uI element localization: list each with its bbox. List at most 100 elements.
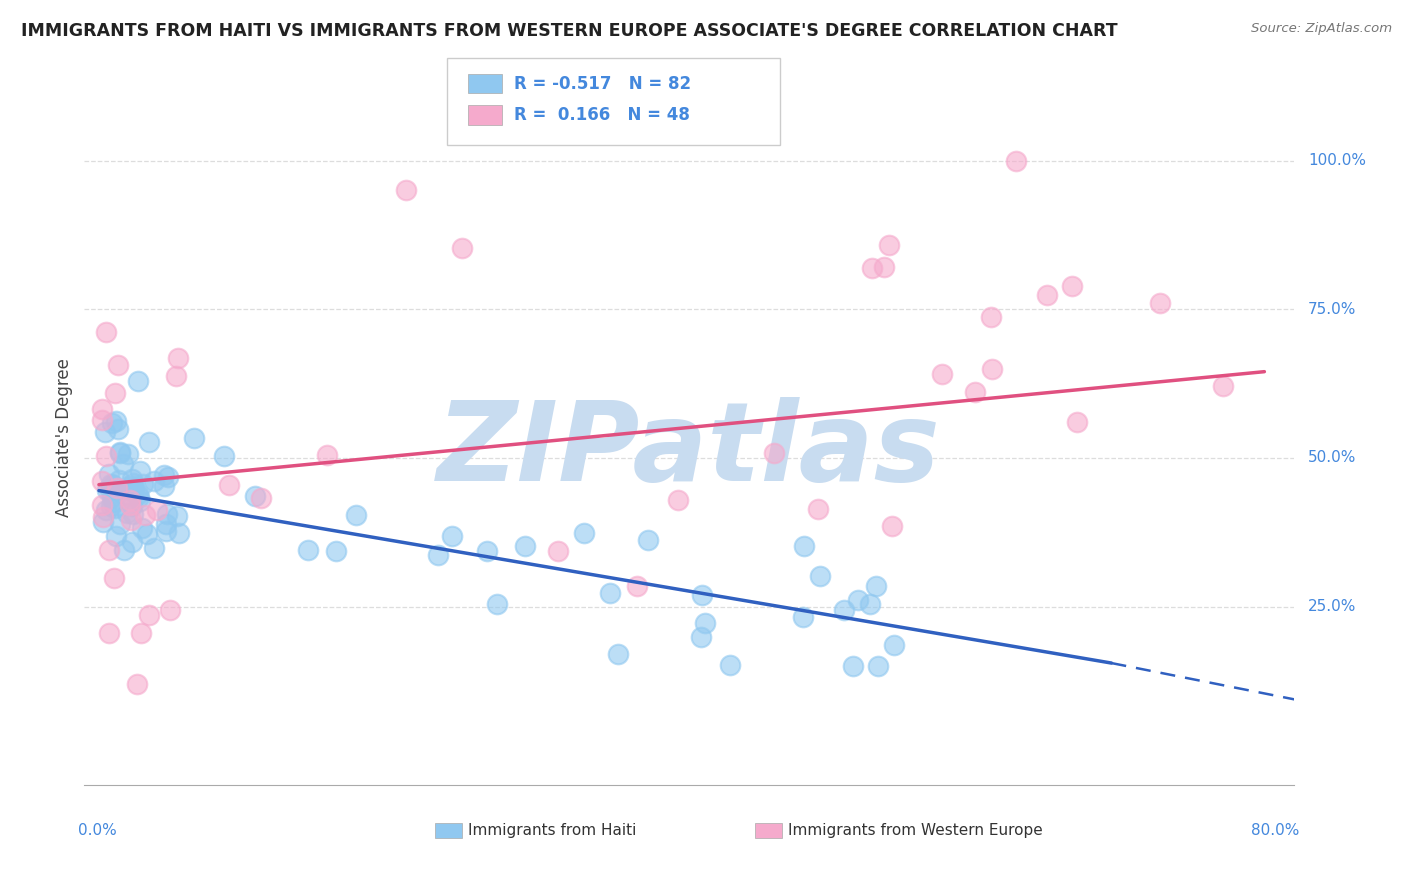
Point <box>93 516 115 530</box>
Point <box>626 579 648 593</box>
Point <box>153 479 176 493</box>
Point <box>107 422 129 436</box>
Point <box>104 386 127 401</box>
Point <box>90 413 112 427</box>
Text: R = -0.517   N = 82: R = -0.517 N = 82 <box>513 75 690 93</box>
Point <box>138 434 160 449</box>
Point <box>101 490 124 504</box>
Point <box>135 526 157 541</box>
Point <box>762 446 785 460</box>
Point <box>834 603 856 617</box>
Point <box>128 491 150 505</box>
Bar <box>468 74 502 94</box>
Point <box>1062 278 1084 293</box>
Point <box>1149 296 1171 310</box>
Point <box>931 367 953 381</box>
Point <box>108 445 131 459</box>
Point <box>157 470 180 484</box>
Point <box>792 610 814 624</box>
Text: 0.0%: 0.0% <box>79 823 117 838</box>
Point <box>100 477 122 491</box>
Point <box>103 571 125 585</box>
Point <box>108 483 131 498</box>
Point <box>1004 153 1026 168</box>
Point <box>120 513 142 527</box>
Point <box>153 467 176 482</box>
Point <box>131 521 153 535</box>
Text: ZIPatlas: ZIPatlas <box>437 398 941 505</box>
Point <box>122 476 145 491</box>
Point <box>107 358 129 372</box>
Point <box>98 483 121 497</box>
Text: Immigrants from Haiti: Immigrants from Haiti <box>468 822 636 838</box>
Point <box>94 425 117 439</box>
Point <box>112 457 135 471</box>
Point <box>121 472 143 486</box>
Point <box>980 362 1002 376</box>
Point <box>547 543 569 558</box>
Point <box>122 482 145 496</box>
Point <box>142 541 165 555</box>
Point <box>127 487 149 501</box>
Point <box>121 499 143 513</box>
Point <box>90 475 112 489</box>
Point <box>695 616 717 631</box>
Point <box>877 238 900 252</box>
Text: 80.0%: 80.0% <box>1251 823 1299 838</box>
Point <box>101 478 124 492</box>
Point <box>94 502 117 516</box>
Point <box>807 502 830 516</box>
Point <box>718 658 741 673</box>
Point <box>965 385 987 400</box>
Point <box>212 450 235 464</box>
Point <box>94 449 117 463</box>
Point <box>159 603 181 617</box>
Point <box>108 446 131 460</box>
Point <box>868 659 890 673</box>
Point <box>118 479 141 493</box>
Point <box>101 416 124 430</box>
Point <box>142 474 165 488</box>
Point <box>218 478 240 492</box>
Point <box>118 493 141 508</box>
Point <box>574 525 596 540</box>
Point <box>98 467 121 481</box>
Point <box>90 498 112 512</box>
Point <box>793 539 815 553</box>
Text: Source: ZipAtlas.com: Source: ZipAtlas.com <box>1251 22 1392 36</box>
Point <box>515 539 537 553</box>
Point <box>808 568 831 582</box>
Text: 100.0%: 100.0% <box>1308 153 1367 168</box>
Point <box>883 639 905 653</box>
Text: IMMIGRANTS FROM HAITI VS IMMIGRANTS FROM WESTERN EUROPE ASSOCIATE'S DEGREE CORRE: IMMIGRANTS FROM HAITI VS IMMIGRANTS FROM… <box>21 22 1118 40</box>
Point <box>117 447 139 461</box>
Point <box>1036 288 1059 302</box>
Point <box>128 464 150 478</box>
Point <box>167 525 190 540</box>
Point <box>599 586 621 600</box>
Point <box>91 509 114 524</box>
FancyBboxPatch shape <box>447 58 780 145</box>
Point <box>426 549 449 563</box>
Point <box>637 533 659 548</box>
Point <box>104 501 127 516</box>
Point <box>138 608 160 623</box>
Point <box>297 543 319 558</box>
Point <box>96 325 118 339</box>
Point <box>125 677 148 691</box>
Text: R =  0.166   N = 48: R = 0.166 N = 48 <box>513 106 689 124</box>
Point <box>183 431 205 445</box>
Point <box>865 579 887 593</box>
Point <box>690 588 713 602</box>
Point <box>394 183 416 197</box>
Point <box>880 518 903 533</box>
Point <box>104 414 127 428</box>
Point <box>108 473 131 487</box>
Point <box>155 524 177 539</box>
Point <box>108 517 131 532</box>
Point <box>134 508 156 522</box>
Point <box>115 506 138 520</box>
Point <box>607 647 630 661</box>
Point <box>165 368 187 383</box>
Point <box>156 508 179 522</box>
